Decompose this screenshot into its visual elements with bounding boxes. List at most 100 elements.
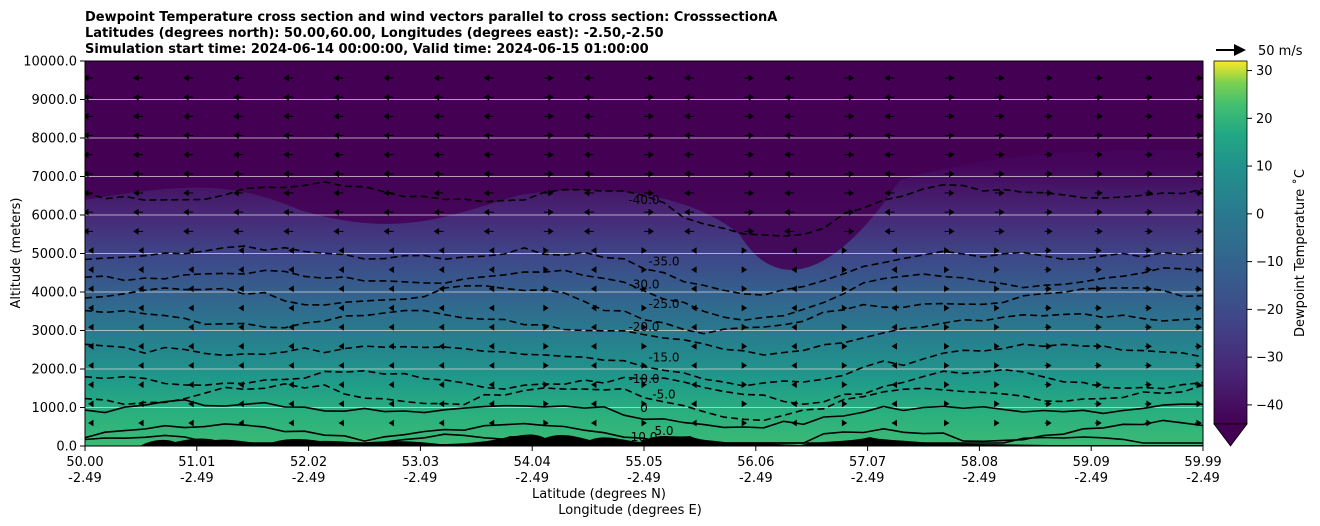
wind-vector-arrow: [590, 381, 597, 389]
wind-vector-arrow: [488, 247, 495, 254]
wind-vector-arrow: [741, 362, 748, 369]
wind-vector-arrow: [1144, 227, 1153, 235]
wind-vector-arrow: [1195, 419, 1202, 427]
wind-vector-arrow: [944, 247, 950, 254]
wind-vector-arrow: [994, 227, 1005, 235]
wind-vector-arrow: [138, 247, 144, 254]
wind-vector-arrow: [438, 323, 445, 331]
colorbar-tick-label: −10: [1256, 255, 1283, 270]
wind-vector-arrow: [644, 227, 654, 235]
wind-vector-arrow: [944, 170, 955, 178]
wind-vector-arrow: [1144, 266, 1152, 274]
contour-line: [85, 309, 1203, 356]
y-tick-label: 8000.0: [32, 132, 78, 147]
wind-vector-arrow: [543, 419, 549, 427]
x-axis-label-secondary: Longitude (degrees E): [558, 503, 702, 518]
wind-vector-arrow: [583, 189, 594, 197]
wind-vector-arrow: [283, 227, 294, 235]
wind-vector-arrow: [791, 323, 797, 331]
wind-vector-arrow: [944, 151, 955, 159]
wind-vector-arrow: [1094, 247, 1102, 254]
wind-vector-arrow: [884, 112, 895, 120]
wind-vector-arrow: [483, 208, 494, 216]
wind-vector-arrow: [784, 170, 795, 178]
wind-vector-arrow: [288, 266, 294, 274]
wind-vector-arrow: [483, 170, 494, 178]
wind-vector-arrow: [1144, 208, 1153, 216]
wind-vector-arrow: [744, 170, 755, 178]
wind-vector-arrow: [188, 400, 194, 408]
wind-vector-arrow: [88, 304, 94, 312]
wind-vector-arrow: [994, 400, 1000, 408]
wind-vector-arrow: [433, 189, 444, 197]
wind-vector-arrow: [383, 227, 394, 235]
wind-vector-arrow: [138, 381, 144, 389]
wind-vector-arrow: [944, 323, 950, 331]
wind-vector-arrow: [1144, 170, 1153, 178]
wind-vector-arrow: [1195, 362, 1202, 369]
x-tick-label-longitude: -2.49: [1074, 471, 1108, 486]
wind-vector-arrow: [1094, 266, 1102, 274]
wind-vector-arrow: [944, 74, 955, 82]
wind-vector-arrow: [684, 151, 695, 159]
colorbar-tick-label: 10: [1256, 160, 1273, 175]
wind-vector-arrow: [1195, 342, 1202, 350]
wind-vector-arrow: [188, 304, 194, 312]
wind-vector-arrow: [283, 208, 294, 216]
wind-vector-arrow: [233, 93, 244, 101]
wind-vector-arrow: [641, 304, 647, 312]
wind-vector-arrow: [691, 381, 697, 389]
wind-vector-arrow: [388, 247, 395, 254]
wind-vector-arrow: [133, 170, 144, 178]
wind-vector-arrow: [288, 400, 294, 408]
wind-vector-arrow: [1044, 362, 1052, 369]
wind-vector-arrow: [543, 151, 554, 159]
wind-vector-arrow: [183, 151, 194, 159]
wind-vector-arrow: [590, 266, 597, 274]
wind-vector-arrow: [288, 247, 294, 254]
wind-vector-arrow: [188, 342, 194, 350]
wind-vector-arrow: [483, 132, 494, 139]
wind-vector-arrow: [283, 112, 294, 120]
wind-vector-arrow: [1094, 112, 1103, 120]
wind-vector-arrow: [1094, 323, 1102, 331]
wind-vector-arrow: [138, 285, 144, 293]
wind-vector-arrow: [744, 132, 755, 139]
colorbar-label: Dewpoint Temperature ˚C: [1292, 169, 1308, 337]
wind-vector-arrow: [183, 112, 194, 120]
wind-vector-arrow: [891, 400, 897, 408]
wind-vector-arrow: [1094, 342, 1102, 350]
wind-vector-arrow: [841, 323, 848, 331]
wind-vector-arrow: [684, 227, 695, 235]
x-tick-label-longitude: -2.49: [963, 471, 997, 486]
wind-vector-arrow: [433, 170, 444, 178]
wind-vector-arrow: [188, 381, 194, 389]
wind-vector-arrow: [844, 112, 855, 120]
wind-vector-arrow: [138, 362, 144, 369]
wind-vector-arrow: [994, 362, 1000, 369]
wind-vector-arrow: [841, 419, 848, 427]
wind-vector-arrow: [1195, 112, 1203, 120]
wind-vector-arrow: [488, 381, 495, 389]
wind-vector-arrow: [944, 400, 950, 408]
wind-vector-arrow: [1044, 342, 1052, 350]
wind-vector-arrow: [884, 132, 895, 139]
wind-vector-arrow: [741, 323, 748, 331]
wind-vector-arrow: [283, 93, 294, 101]
contour-line: [85, 368, 1203, 406]
wind-vector-arrow: [388, 342, 395, 350]
y-tick-label: 1000.0: [32, 401, 78, 416]
wind-vector-arrow: [884, 170, 895, 178]
wind-vector-arrow: [791, 381, 797, 389]
wind-vector-arrow: [590, 323, 597, 331]
colorbar-extend-triangle: [1213, 423, 1248, 447]
wind-vector-arrow: [691, 323, 697, 331]
x-tick-label-longitude: -2.49: [627, 471, 661, 486]
wind-vector-arrow: [1094, 189, 1103, 197]
wind-vector-arrow: [891, 362, 897, 369]
wind-vector-arrow: [543, 362, 549, 369]
x-tick-label-longitude: -2.49: [851, 471, 885, 486]
wind-vector-arrow: [488, 304, 495, 312]
wind-vector-arrow: [383, 112, 394, 120]
wind-vector-arrow: [994, 93, 1005, 101]
